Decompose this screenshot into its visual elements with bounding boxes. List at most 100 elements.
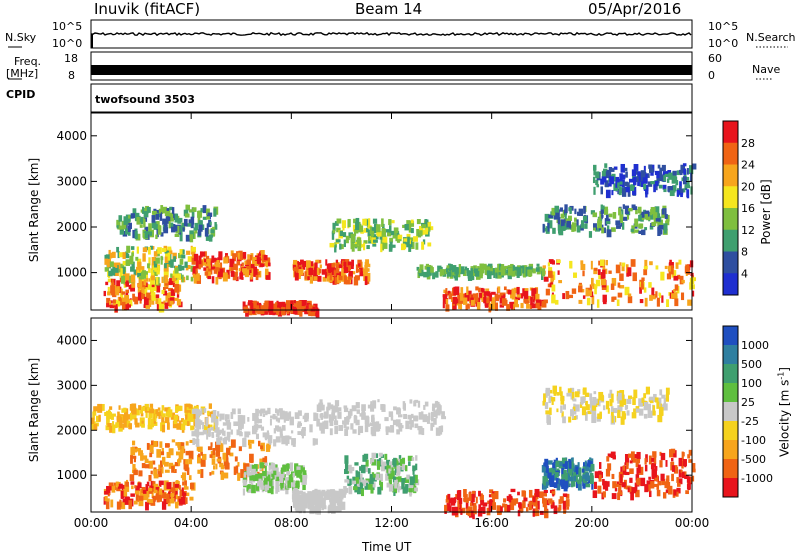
power-return-cell: [427, 267, 432, 276]
velocity-return-cell: [333, 502, 336, 508]
velocity-return-cell: [691, 475, 695, 482]
power-return-cell: [186, 275, 189, 281]
velocity-return-cell: [635, 474, 640, 481]
velocity-return-cell: [120, 490, 125, 499]
velocity-return-cell: [249, 439, 255, 444]
velocity-return-cell: [605, 468, 611, 477]
velocity-return-cell: [647, 403, 651, 412]
power-return-cell: [605, 285, 609, 293]
velocity-return-cell: [237, 462, 240, 467]
velocity-return-cell: [678, 457, 683, 467]
velocity-return-cell: [620, 474, 623, 484]
power-return-cell: [447, 290, 451, 295]
velocity-return-cell: [370, 401, 373, 410]
power-return-cell: [179, 249, 184, 255]
power-return-cell: [342, 232, 347, 238]
power-return-cell: [304, 308, 308, 315]
velocity-return-cell: [116, 501, 121, 510]
power-return-cell: [619, 173, 623, 181]
power-return-cell: [150, 268, 154, 277]
power-return-cell: [226, 269, 230, 278]
velocity-return-cell: [286, 463, 290, 472]
power-return-cell: [121, 301, 126, 309]
power-return-cell: [595, 179, 599, 186]
velocity-return-cell: [404, 486, 408, 494]
velocity-return-cell: [251, 464, 257, 469]
velocity-return-cell: [602, 491, 606, 498]
velocity-colorbar-swatch: [723, 326, 738, 346]
power-return-cell: [489, 292, 492, 302]
power-return-cell: [389, 237, 394, 243]
velocity-return-cell: [266, 471, 271, 477]
velocity-return-cell: [579, 476, 583, 482]
power-return-cell: [199, 251, 203, 258]
power-return-cell: [215, 261, 219, 266]
velocity-return-cell: [239, 432, 243, 437]
power-return-cell: [130, 274, 136, 283]
velocity-xtick-label: 12:00: [374, 516, 409, 530]
power-return-cell: [367, 236, 371, 242]
velocity-return-cell: [247, 417, 250, 422]
velocity-return-cell: [422, 414, 428, 423]
power-return-cell: [319, 264, 322, 269]
power-return-cell: [652, 294, 656, 300]
velocity-return-cell: [384, 417, 389, 422]
power-return-cell: [364, 264, 368, 270]
velocity-return-cell: [106, 410, 112, 419]
velocity-return-cell: [354, 462, 359, 466]
power-return-cell: [588, 231, 593, 238]
velocity-return-cell: [640, 402, 643, 407]
power-return-cell: [573, 226, 577, 232]
velocity-return-cell: [150, 440, 154, 448]
power-return-cell: [230, 270, 235, 277]
power-return-cell: [343, 275, 347, 285]
velocity-return-cell: [644, 464, 648, 472]
velocity-return-cell: [571, 391, 575, 401]
power-return-cell: [626, 213, 630, 220]
velocity-return-cell: [177, 405, 183, 411]
velocity-return-cell: [181, 492, 187, 496]
velocity-return-cell: [303, 500, 308, 509]
power-return-cell: [141, 216, 144, 224]
power-return-cell: [689, 165, 694, 175]
velocity-return-cell: [173, 415, 177, 425]
power-return-cell: [621, 262, 626, 267]
velocity-return-cell: [185, 441, 189, 446]
velocity-return-cell: [630, 451, 635, 461]
velocity-return-cell: [226, 414, 230, 420]
velocity-return-cell: [612, 481, 617, 489]
power-return-cell: [209, 221, 212, 226]
power-return-cell: [682, 163, 687, 167]
velocity-return-cell: [296, 466, 301, 471]
velocity-return-cell: [409, 399, 413, 404]
power-return-cell: [137, 272, 142, 278]
power-return-cell: [265, 272, 271, 280]
power-return-cell: [625, 264, 629, 273]
power-return-cell: [183, 218, 188, 227]
velocity-return-cell: [671, 473, 674, 482]
power-return-cell: [619, 181, 623, 185]
velocity-return-cell: [607, 407, 610, 414]
velocity-return-cell: [237, 408, 241, 415]
velocity-return-cell: [275, 425, 280, 431]
power-return-cell: [606, 169, 612, 179]
velocity-return-cell: [372, 400, 377, 409]
velocity-return-cell: [441, 411, 445, 418]
power-return-cell: [333, 270, 336, 276]
velocity-return-cell: [350, 423, 354, 430]
velocity-return-cell: [551, 397, 554, 405]
velocity-return-cell: [344, 479, 349, 483]
power-return-cell: [621, 188, 627, 197]
power-return-cell: [512, 293, 516, 297]
power-return-cell: [256, 271, 260, 276]
power-return-cell: [423, 271, 428, 278]
velocity-return-cell: [315, 413, 319, 420]
velocity-return-cell: [172, 420, 178, 429]
power-return-cell: [673, 288, 676, 292]
power-return-cell: [129, 255, 134, 265]
power-return-cell: [209, 234, 214, 238]
power-return-cell: [543, 276, 549, 282]
power-return-cell: [634, 218, 639, 227]
power-return-cell: [119, 297, 122, 302]
velocity-return-cell: [392, 419, 397, 426]
